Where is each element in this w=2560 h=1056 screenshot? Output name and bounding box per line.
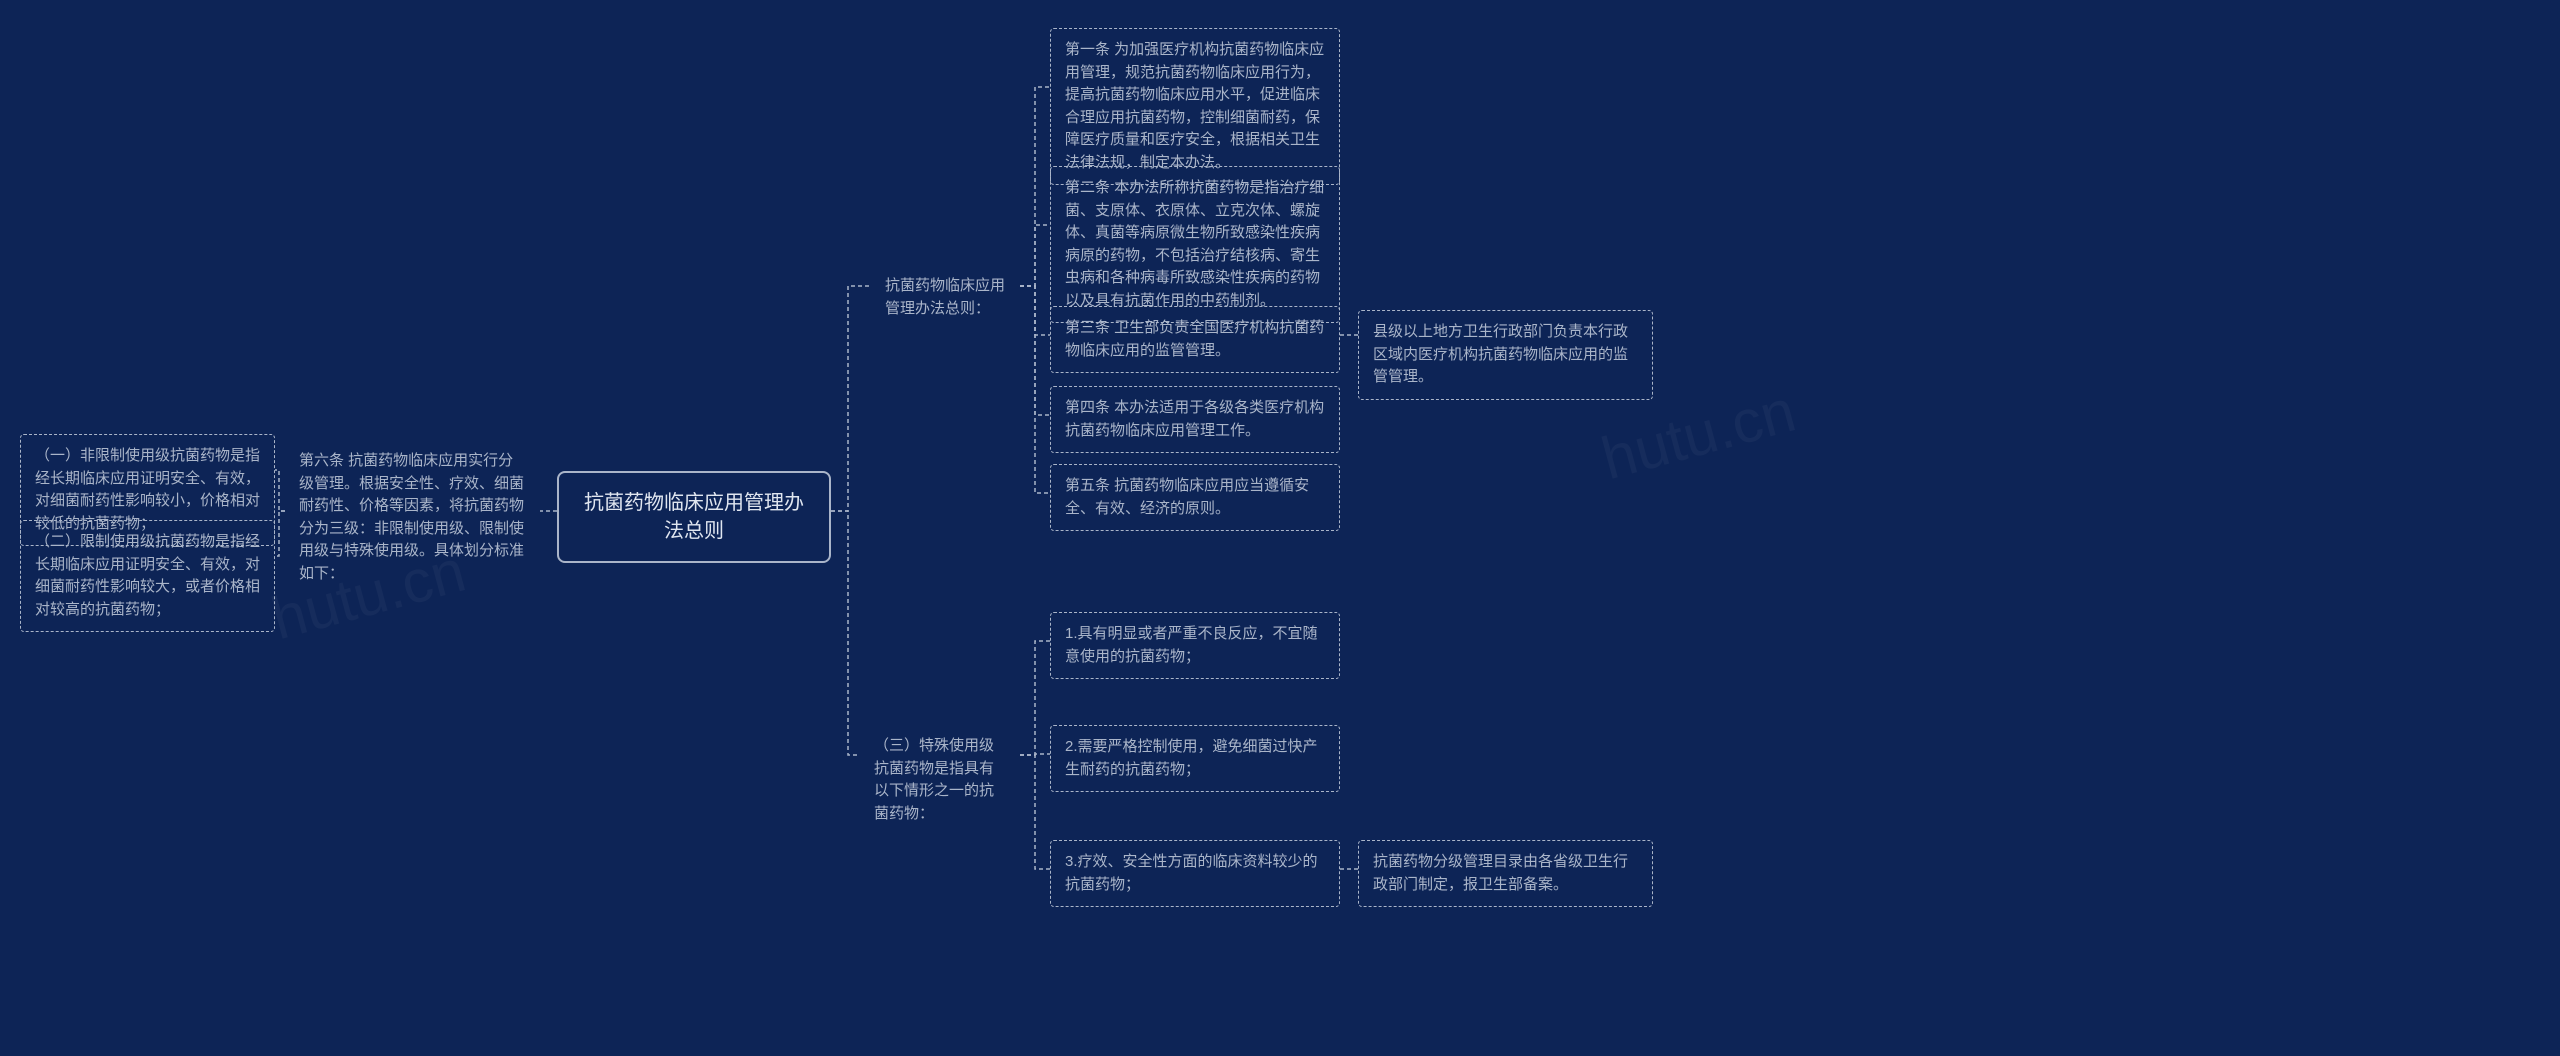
special-item-3-sub[interactable]: 抗菌药物分级管理目录由各省级卫生行政部门制定，报卫生部备案。 [1358, 840, 1653, 907]
special-item-3[interactable]: 3.疗效、安全性方面的临床资料较少的抗菌药物； [1050, 840, 1340, 907]
special-item-1[interactable]: 1.具有明显或者严重不良反应，不宜随意使用的抗菌药物； [1050, 612, 1340, 679]
right-branch-2-label[interactable]: （三）特殊使用级抗菌药物是指具有以下情形之一的抗菌药物： [860, 725, 1020, 835]
article-3-sub[interactable]: 县级以上地方卫生行政部门负责本行政区域内医疗机构抗菌药物临床应用的监管管理。 [1358, 310, 1653, 400]
root-node[interactable]: 抗菌药物临床应用管理办法总则 [557, 471, 831, 563]
article-2[interactable]: 第二条 本办法所称抗菌药物是指治疗细菌、支原体、衣原体、立克次体、螺旋体、真菌等… [1050, 166, 1340, 323]
article-4[interactable]: 第四条 本办法适用于各级各类医疗机构抗菌药物临床应用管理工作。 [1050, 386, 1340, 453]
article-3[interactable]: 第三条 卫生部负责全国医疗机构抗菌药物临床应用的监管管理。 [1050, 306, 1340, 373]
article-1[interactable]: 第一条 为加强医疗机构抗菌药物临床应用管理，规范抗菌药物临床应用行为，提高抗菌药… [1050, 28, 1340, 185]
special-item-2[interactable]: 2.需要严格控制使用，避免细菌过快产生耐药的抗菌药物； [1050, 725, 1340, 792]
left-child-2[interactable]: （二）限制使用级抗菌药物是指经长期临床应用证明安全、有效，对细菌耐药性影响较大，… [20, 520, 275, 632]
article-5[interactable]: 第五条 抗菌药物临床应用应当遵循安全、有效、经济的原则。 [1050, 464, 1340, 531]
right-branch-1-label[interactable]: 抗菌药物临床应用管理办法总则： [871, 265, 1021, 330]
left-main-node[interactable]: 第六条 抗菌药物临床应用实行分级管理。根据安全性、疗效、细菌耐药性、价格等因素，… [285, 440, 540, 595]
